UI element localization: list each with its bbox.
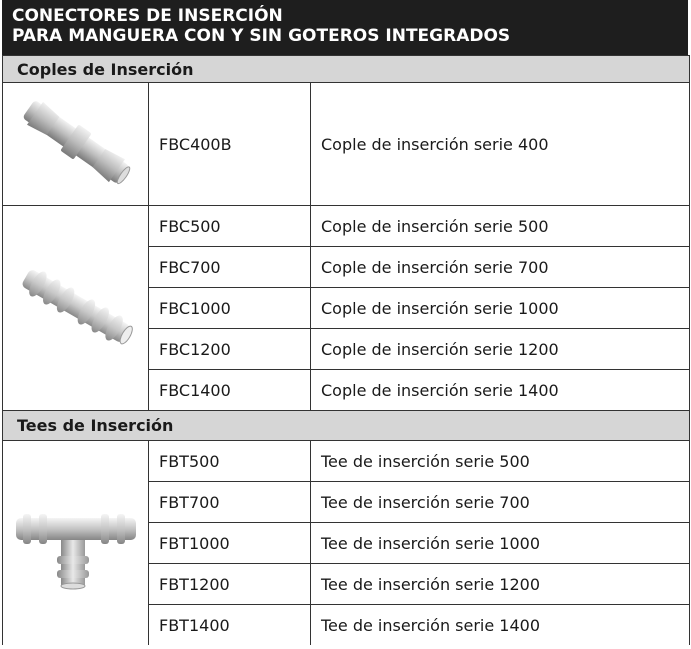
description: Cople de inserción serie 1200 [309, 328, 691, 370]
code: FBC500 [148, 205, 311, 247]
image-cell [2, 82, 149, 206]
section-row: Tees de Inserción [1, 410, 691, 441]
description: Cople de inserción serie 700 [309, 246, 691, 288]
description: Cople de inserción serie 1000 [309, 287, 691, 329]
code: FBT700 [148, 481, 311, 523]
row: FBC400B Cople de inserción serie 400 [2, 82, 691, 206]
row: FBT1400 Tee de inserción serie 1400 [3, 604, 691, 645]
row: FBC700 Cople de inserción serie 700 [3, 246, 691, 288]
code: FBT1200 [148, 563, 311, 605]
description: Tee de inserción serie 700 [309, 481, 691, 523]
description: Cople de inserción serie 400 [309, 82, 691, 206]
header: CONECTORES DE INSERCIÓN PARA MANGUERA CO… [2, 0, 688, 55]
row: FBT1000 Tee de inserción serie 1000 [3, 522, 691, 564]
code: FBC400B [148, 82, 311, 206]
row: FBC1200 Cople de inserción serie 1200 [3, 328, 691, 370]
description: Cople de inserción serie 500 [309, 205, 691, 247]
row: FBT500 Tee de inserción serie 500 [2, 440, 691, 645]
section-title: Coples de Inserción [1, 55, 691, 83]
image-cell [2, 440, 149, 645]
image-cell [2, 205, 149, 411]
code: FBC1200 [148, 328, 311, 370]
description: Tee de inserción serie 500 [309, 440, 691, 482]
row: FBC500 Cople de inserción serie 500 [2, 205, 691, 411]
coupler-image [23, 101, 130, 185]
section-title: Tees de Inserción [1, 410, 691, 441]
code: FBT1400 [148, 604, 311, 645]
row: FBT1200 Tee de inserción serie 1200 [3, 563, 691, 605]
product-table: Coples de Inserción FBC400B Cople de ins… [1, 55, 691, 645]
coupler-image [22, 270, 133, 345]
description: Tee de inserción serie 1200 [309, 563, 691, 605]
description: Cople de inserción serie 1400 [309, 369, 691, 411]
code: FBC1400 [148, 369, 311, 411]
tee-image [15, 514, 136, 590]
section-row: Coples de Inserción [1, 55, 691, 83]
code: FBT500 [148, 440, 311, 482]
row: FBC1400 Cople de inserción serie 1400 [3, 369, 691, 411]
row: FBT700 Tee de inserción serie 700 [3, 481, 691, 523]
row: FBC1000 Cople de inserción serie 1000 [3, 287, 691, 329]
description: Tee de inserción serie 1000 [309, 522, 691, 564]
description: Tee de inserción serie 1400 [309, 604, 691, 645]
header-line: PARA MANGUERA CON Y SIN GOTEROS INTEGRAD… [12, 26, 511, 46]
code: FBT1000 [148, 522, 311, 564]
code: FBC700 [148, 246, 311, 288]
code: FBC1000 [148, 287, 311, 329]
header-line: CONECTORES DE INSERCIÓN [12, 6, 283, 26]
